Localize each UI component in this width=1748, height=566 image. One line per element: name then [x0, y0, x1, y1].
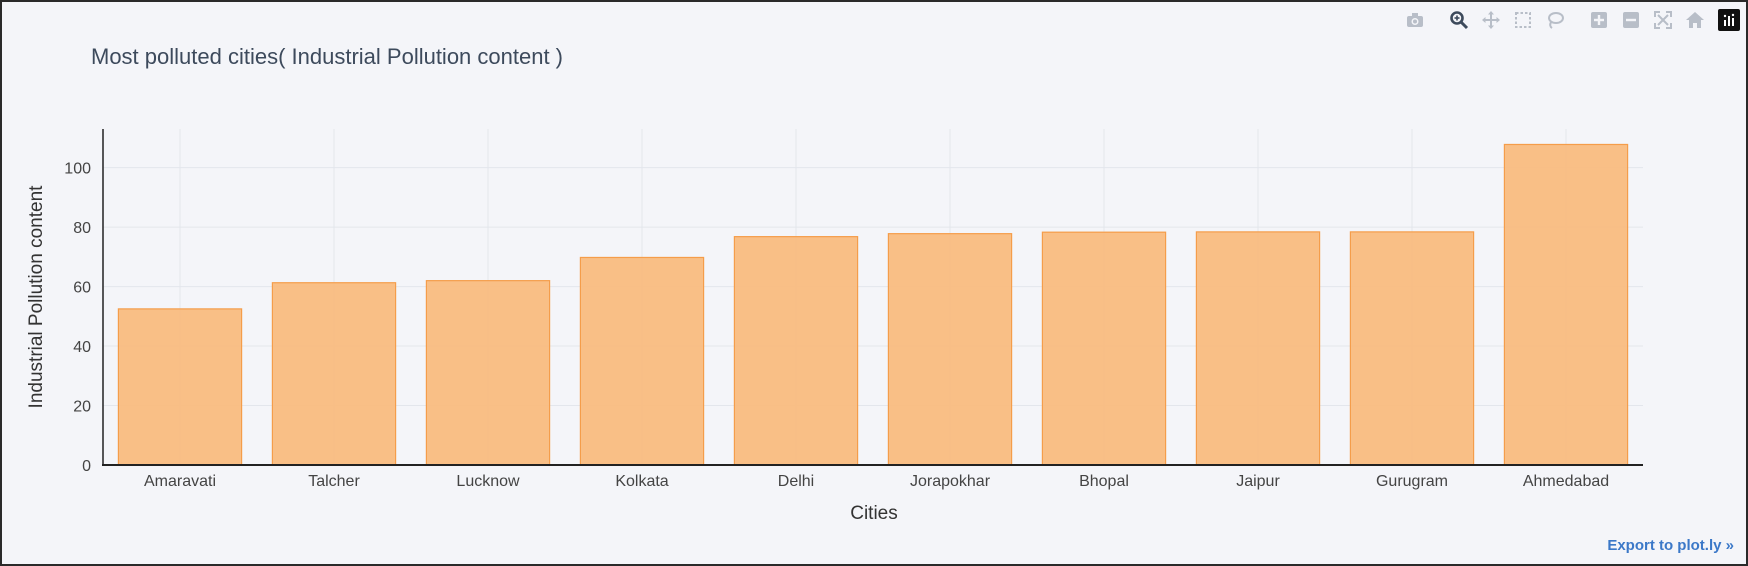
x-tick-label: Jaipur [1236, 473, 1280, 490]
bar-bhopal [1041, 231, 1167, 466]
x-axis-title: Cities [850, 503, 898, 524]
axes [102, 129, 1643, 466]
bars [117, 143, 1629, 466]
x-tick-label: Talcher [308, 473, 360, 490]
x-tick-label: Bhopal [1079, 473, 1129, 490]
bar-gurugram [1349, 231, 1475, 466]
y-tick-label: 60 [73, 280, 91, 297]
plotly-logo-icon[interactable] [1718, 9, 1740, 31]
bar-talcher [271, 282, 397, 466]
y-tick-label: 0 [82, 458, 91, 475]
bar-amaravati [117, 308, 243, 466]
x-tick-label: Ahmedabad [1523, 473, 1609, 490]
y-tick-label: 100 [64, 161, 91, 178]
y-tick-label: 20 [73, 399, 91, 416]
x-tick-label: Kolkata [615, 473, 668, 490]
x-tick-label: Gurugram [1376, 473, 1448, 490]
x-tick-label: Amaravati [144, 473, 216, 490]
pan-icon[interactable] [1476, 8, 1506, 32]
y-axis-title: Industrial Pollution content [26, 185, 47, 409]
bar-lucknow [425, 280, 551, 466]
x-tick-label: Jorapokhar [910, 473, 991, 490]
modebar [1400, 8, 1740, 32]
x-tick-label: Lucknow [456, 473, 520, 490]
chart-title: Most polluted cities( Industrial Polluti… [91, 44, 564, 69]
bar-jorapokhar [887, 233, 1013, 466]
y-tick-label: 40 [73, 339, 91, 356]
export-link[interactable]: Export to plot.ly » [1607, 537, 1734, 554]
x-tick-labels: Amaravati Talcher Lucknow Kolkata Delhi Jorap… [144, 473, 1609, 490]
camera-icon[interactable] [1400, 8, 1430, 32]
y-tick-label: 80 [73, 220, 91, 237]
zoom-icon[interactable] [1444, 8, 1474, 32]
bar-jaipur [1195, 231, 1321, 466]
box-select-icon[interactable] [1508, 8, 1538, 32]
bar-delhi [733, 236, 859, 466]
lasso-icon[interactable] [1540, 8, 1570, 32]
bar-ahmedabad [1503, 143, 1629, 466]
zoom-out-icon[interactable] [1616, 8, 1646, 32]
x-tick-label: Delhi [778, 473, 814, 490]
bar-kolkata [579, 256, 705, 466]
zoom-in-icon[interactable] [1584, 8, 1614, 32]
y-tick-labels: 0 20 40 60 80 100 [64, 161, 91, 475]
autoscale-icon[interactable] [1648, 8, 1678, 32]
home-icon[interactable] [1680, 8, 1710, 32]
